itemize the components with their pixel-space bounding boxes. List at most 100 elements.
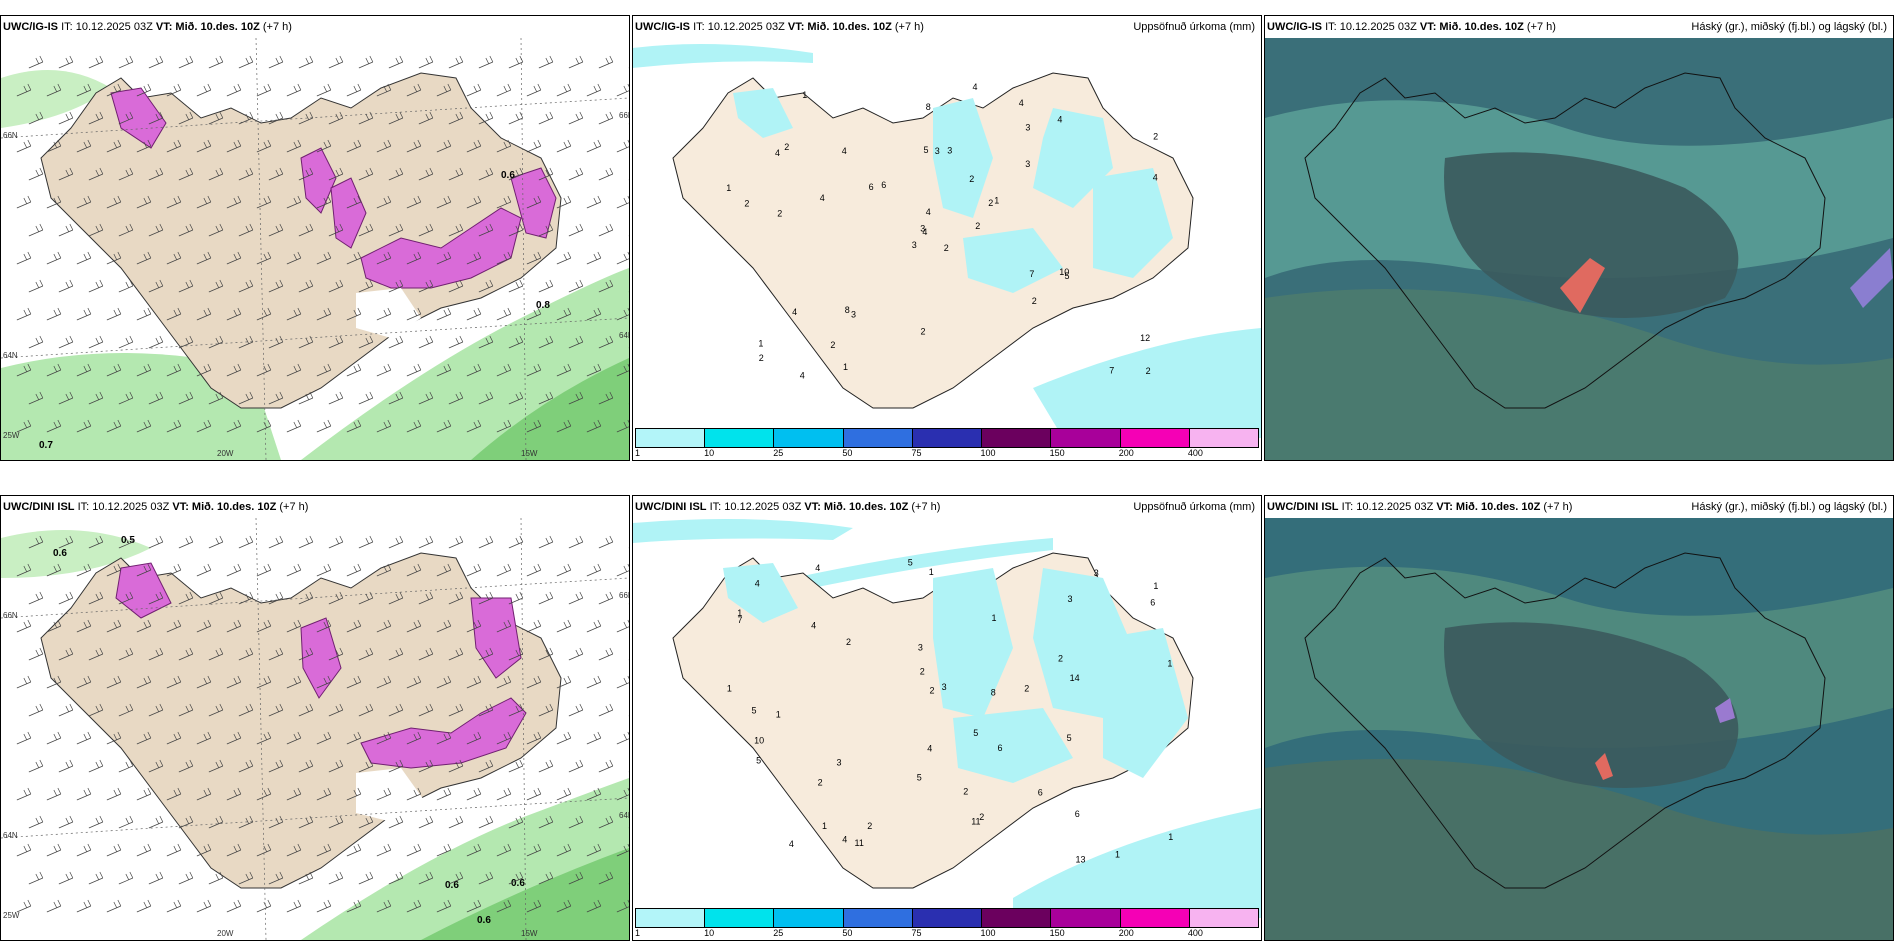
colorbar-tick: 200 — [1118, 928, 1134, 938]
wind-barb — [358, 223, 374, 237]
iceland-land — [40, 72, 562, 409]
wind-barb — [538, 815, 554, 829]
valid-label: VT: — [787, 21, 805, 33]
wind-barb — [346, 195, 362, 209]
wind-barb — [118, 647, 134, 661]
wind-barb — [508, 167, 524, 181]
wind-barb — [388, 111, 404, 125]
wind-barb — [226, 139, 242, 153]
precip-value: 4 — [842, 835, 847, 845]
wind-barb — [58, 647, 74, 661]
wind-barb — [418, 223, 434, 237]
wind-barb — [16, 251, 32, 265]
wind-barb — [166, 675, 182, 689]
wind-barb — [238, 335, 254, 349]
wind-barb — [376, 843, 392, 857]
wind-barb — [256, 251, 272, 265]
precip-value: 4 — [1019, 98, 1024, 108]
wind-barb — [328, 223, 344, 237]
model-label: UWC/DINI ISL — [635, 501, 707, 513]
wind-barbs — [16, 55, 629, 433]
wind-barb — [166, 419, 182, 433]
wind-barb — [46, 251, 62, 265]
wind-barb — [496, 899, 512, 913]
wind-barb — [616, 83, 629, 97]
wind-barb — [328, 871, 344, 885]
wind-barb — [406, 139, 422, 153]
model-label: UWC/IG-IS — [1267, 21, 1322, 33]
wind-barb — [316, 563, 332, 577]
wind-barb — [616, 675, 629, 689]
wind-barb — [436, 251, 452, 265]
wind-barb — [208, 647, 224, 661]
colorbar-tick: 75 — [911, 928, 922, 938]
colorbar-ticks: 1 10 25 50 75 100 150 200 400 — [635, 448, 1257, 460]
wind-barb — [478, 759, 494, 773]
wind-barb — [508, 703, 524, 717]
wind-barb — [106, 731, 122, 745]
wind-barb — [568, 871, 584, 885]
wind-barb — [406, 195, 422, 209]
wind-barb — [586, 843, 602, 857]
wind-barb — [268, 55, 284, 69]
wind-barb — [76, 563, 92, 577]
colorbar-tick: 150 — [1049, 448, 1065, 458]
wind-barb — [526, 83, 542, 97]
wind-barb — [148, 335, 164, 349]
wind-barb — [88, 703, 104, 717]
wind-barb — [406, 419, 422, 433]
precip-value: 4 — [792, 307, 797, 317]
snow-area — [300, 147, 337, 214]
wind-barb — [268, 535, 284, 549]
high-cloud — [1715, 698, 1735, 723]
wind-barb — [106, 83, 122, 97]
wind-barb — [178, 111, 194, 125]
wind-barb — [466, 139, 482, 153]
lat-label: 64N — [3, 831, 18, 840]
mid-cloud — [1444, 152, 1739, 318]
wind-barb — [358, 871, 374, 885]
precip-map: 2441234332122233452462231528274324448712… — [633, 38, 1261, 438]
lon-label: 20W — [217, 929, 234, 938]
wind-barb — [418, 647, 434, 661]
wind-barb — [346, 787, 362, 801]
mid-cloud — [1444, 622, 1739, 788]
precip-value: 1 — [929, 567, 934, 577]
wind-barb — [46, 363, 62, 377]
high-cloud — [1850, 248, 1893, 308]
precip-value: 1 — [822, 821, 827, 831]
wind-barb — [496, 195, 512, 209]
colorbar-swatch — [636, 909, 706, 927]
wind-barb — [346, 363, 362, 377]
wind-barb — [136, 83, 152, 97]
wind-barb — [28, 815, 44, 829]
precip-value: 3 — [1025, 159, 1030, 169]
wind-barb — [46, 843, 62, 857]
wind-barb — [358, 759, 374, 773]
wind-barb — [316, 139, 332, 153]
wind-barb — [376, 307, 392, 321]
wind-barb — [148, 279, 164, 293]
sea-gust-area — [421, 848, 629, 940]
precip-value: 2 — [784, 142, 789, 152]
wind-barb — [346, 731, 362, 745]
precip-value: 5 — [1065, 271, 1070, 281]
wind-barb — [526, 363, 542, 377]
wind-barb — [58, 111, 74, 125]
wind-barb — [466, 787, 482, 801]
issue-time: IT: 10.12.2025 03Z — [693, 21, 785, 33]
wind-barb — [496, 363, 512, 377]
wind-barb — [586, 195, 602, 209]
wind-barb — [436, 619, 452, 633]
wind-barb — [406, 363, 422, 377]
wind-barb — [256, 307, 272, 321]
gust-value: 0.6 — [501, 170, 515, 181]
wind-barb — [358, 55, 374, 69]
precip-value: 2 — [975, 221, 980, 231]
wind-snow-map: 20W 15W 25W 66N 64N 66N 64N 0.6 0.6 0.6 … — [1, 518, 629, 940]
precip-value: 5 — [973, 728, 978, 738]
wind-barb — [556, 899, 572, 913]
wind-barb — [568, 391, 584, 405]
wind-barb — [58, 591, 74, 605]
wind-barb — [118, 223, 134, 237]
